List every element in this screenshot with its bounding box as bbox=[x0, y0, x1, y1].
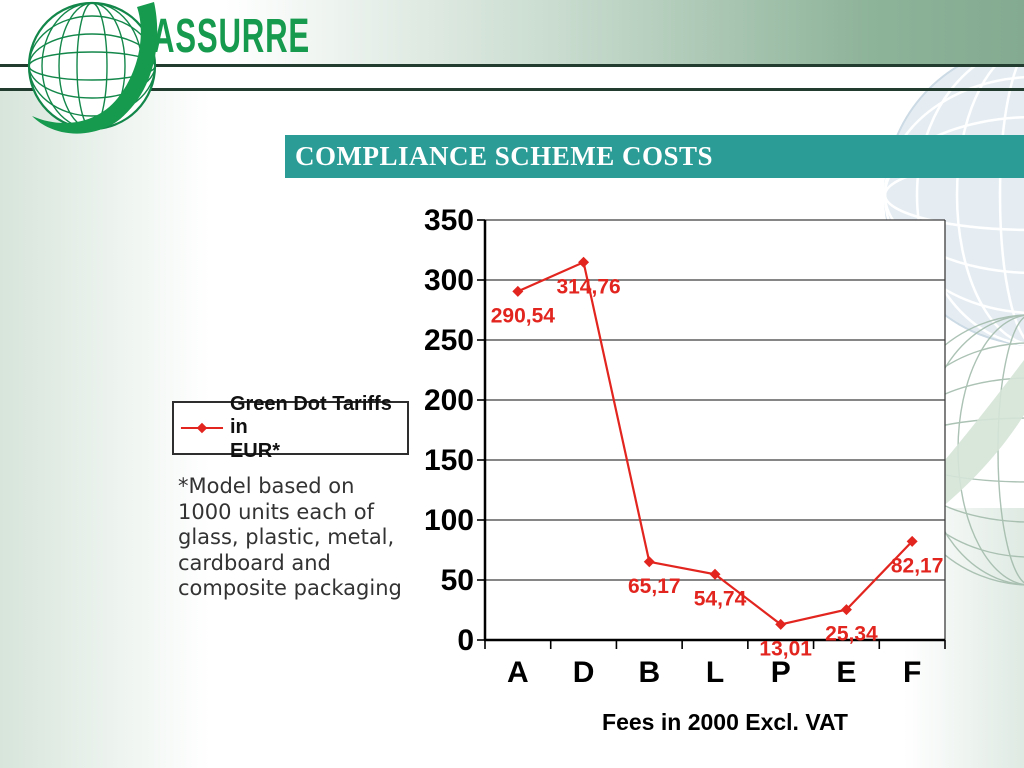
data-point-marker bbox=[643, 556, 655, 568]
x-axis-title: Fees in 2000 Excl. VAT bbox=[602, 709, 848, 735]
data-label: 25,34 bbox=[825, 623, 878, 646]
data-label: 54,74 bbox=[694, 587, 747, 610]
data-label: 13,01 bbox=[759, 637, 812, 660]
globe-logo-icon bbox=[27, 1, 158, 134]
cost-chart: 0 50 100 150 200 250 300 350 A D B L P E F 290,54314,76… bbox=[424, 204, 946, 735]
title-bar: COMPLIANCE SCHEME COSTS bbox=[285, 135, 1024, 178]
data-point-marker bbox=[578, 256, 590, 268]
category-label: D bbox=[573, 656, 595, 689]
category-label: B bbox=[638, 656, 660, 689]
data-label: 65,17 bbox=[628, 575, 681, 598]
data-label: 290,54 bbox=[491, 304, 556, 327]
y-tick-label: 50 bbox=[441, 564, 474, 597]
data-point-marker bbox=[775, 618, 787, 630]
page-title: COMPLIANCE SCHEME COSTS bbox=[295, 141, 714, 171]
category-label: E bbox=[836, 656, 856, 689]
separator-line-top bbox=[0, 64, 1024, 67]
y-tick-label: 350 bbox=[424, 204, 474, 237]
separator-line-bottom bbox=[0, 88, 1024, 91]
y-tick-label: 100 bbox=[424, 504, 474, 537]
data-point-marker bbox=[840, 604, 852, 616]
data-label: 82,17 bbox=[891, 554, 944, 577]
category-label: P bbox=[771, 656, 791, 689]
data-label: 314,76 bbox=[556, 275, 620, 298]
header-band bbox=[0, 0, 1024, 65]
y-tick-label: 300 bbox=[424, 264, 474, 297]
logo-swoosh-icon bbox=[32, 2, 158, 134]
legend-box: Green Dot Tariffs in EUR* bbox=[172, 393, 409, 462]
legend-label: Green Dot Tariffs in EUR* bbox=[229, 392, 392, 462]
y-tick-label: 200 bbox=[424, 384, 474, 417]
footnote-text: *Model based on 1000 units each of glass… bbox=[178, 474, 402, 601]
category-label: A bbox=[507, 656, 529, 689]
category-label: F bbox=[903, 656, 921, 689]
data-point-marker bbox=[906, 535, 918, 547]
data-point-marker bbox=[709, 568, 721, 580]
legend-marker-icon bbox=[180, 422, 224, 434]
category-label: L bbox=[706, 656, 724, 689]
brand-text: ASSURRE bbox=[152, 10, 311, 63]
y-tick-label: 250 bbox=[424, 324, 474, 357]
y-tick-label: 150 bbox=[424, 444, 474, 477]
data-point-marker bbox=[512, 285, 524, 297]
y-tick-label: 0 bbox=[457, 624, 474, 657]
